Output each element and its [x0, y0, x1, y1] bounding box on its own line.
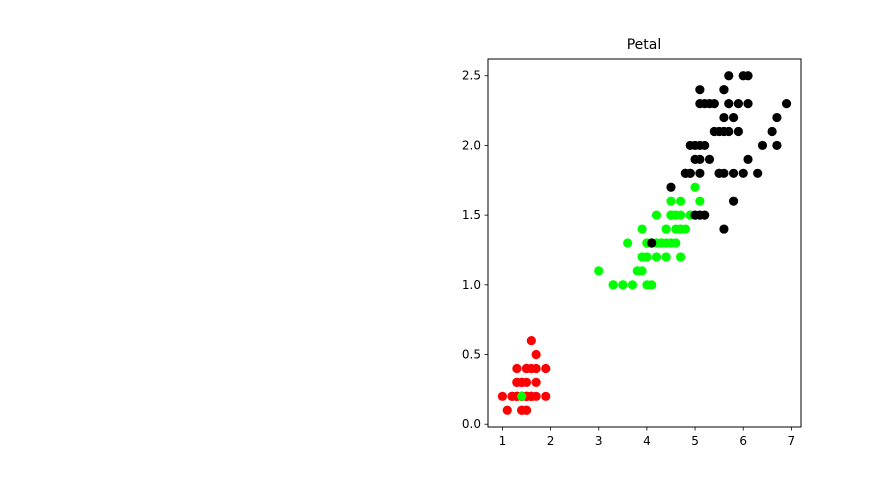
- axis-ticks: 1 2 3 4 5 6 7 0.0 0.5 1.0 1.5 2.0 2.5: [462, 69, 795, 448]
- data-point: [666, 210, 676, 220]
- data-point: [521, 363, 532, 374]
- data-point: [666, 196, 676, 206]
- data-point: [728, 168, 739, 178]
- x-tick-label: 2: [547, 434, 555, 448]
- data-point: [497, 391, 508, 401]
- data-point: [733, 99, 744, 109]
- data-point: [709, 126, 719, 137]
- data-point: [666, 182, 676, 192]
- data-point: [594, 266, 604, 276]
- data-point: [608, 280, 618, 290]
- x-tick-label: 7: [788, 434, 796, 448]
- data-point: [517, 377, 527, 387]
- data-point: [651, 210, 662, 220]
- data-point: [772, 140, 782, 151]
- data-point: [700, 140, 710, 151]
- y-tick-label: 0.0: [462, 417, 481, 431]
- data-point: [642, 252, 652, 262]
- data-point: [656, 238, 666, 248]
- data-point: [704, 154, 715, 164]
- data-point: [685, 140, 695, 151]
- x-tick-label: 4: [643, 434, 651, 448]
- data-point: [743, 71, 753, 81]
- data-point: [680, 224, 691, 234]
- data-point: [517, 391, 527, 401]
- data-point: [627, 280, 638, 290]
- data-point: [772, 112, 782, 123]
- y-tick-label: 2.5: [462, 69, 481, 83]
- x-tick-label: 3: [595, 434, 603, 448]
- data-point: [647, 238, 657, 248]
- data-point: [724, 71, 734, 81]
- data-point: [676, 252, 686, 262]
- chart-title: Petal: [627, 37, 662, 53]
- data-point: [714, 168, 724, 178]
- data-point: [647, 280, 657, 290]
- data-point: [541, 363, 551, 374]
- data-point: [623, 238, 633, 248]
- data-point: [502, 405, 512, 415]
- data-point: [531, 349, 541, 360]
- data-point: [651, 252, 662, 262]
- x-tick-label: 6: [739, 434, 747, 448]
- data-point: [728, 196, 739, 206]
- data-point: [632, 266, 642, 276]
- data-point: [743, 99, 753, 109]
- data-point: [753, 168, 763, 178]
- data-point: [690, 154, 700, 164]
- data-points: [497, 71, 792, 415]
- data-point: [526, 335, 536, 346]
- y-tick-label: 1.0: [462, 278, 481, 292]
- data-point: [517, 405, 527, 415]
- y-tick-label: 0.5: [462, 348, 481, 362]
- data-point: [695, 168, 705, 178]
- data-point: [671, 238, 681, 248]
- data-point: [733, 126, 744, 137]
- data-point: [618, 280, 628, 290]
- data-point: [738, 168, 748, 178]
- plot-area: [487, 58, 802, 428]
- data-point: [709, 99, 719, 109]
- x-tick-label: 1: [499, 434, 507, 448]
- data-point: [690, 182, 700, 192]
- data-point: [700, 210, 710, 220]
- data-point: [695, 85, 705, 95]
- y-tick-label: 1.5: [462, 208, 481, 222]
- data-point: [541, 391, 551, 401]
- data-point: [767, 126, 777, 137]
- data-point: [661, 252, 671, 262]
- data-point: [719, 85, 729, 95]
- data-point: [676, 210, 686, 220]
- data-point: [719, 126, 729, 137]
- data-point: [724, 99, 734, 109]
- data-point: [719, 224, 729, 234]
- data-point: [531, 377, 541, 387]
- data-point: [719, 112, 729, 123]
- y-tick-label: 2.0: [462, 138, 481, 152]
- data-point: [695, 196, 705, 206]
- data-point: [728, 112, 739, 123]
- data-point: [661, 224, 671, 234]
- data-point: [781, 99, 792, 109]
- data-point: [676, 196, 686, 206]
- data-point: [637, 224, 647, 234]
- data-point: [757, 140, 768, 151]
- data-point: [512, 363, 522, 374]
- data-point: [671, 224, 681, 234]
- x-tick-label: 5: [691, 434, 699, 448]
- data-point: [700, 99, 710, 109]
- data-point: [743, 154, 753, 164]
- data-point: [680, 168, 691, 178]
